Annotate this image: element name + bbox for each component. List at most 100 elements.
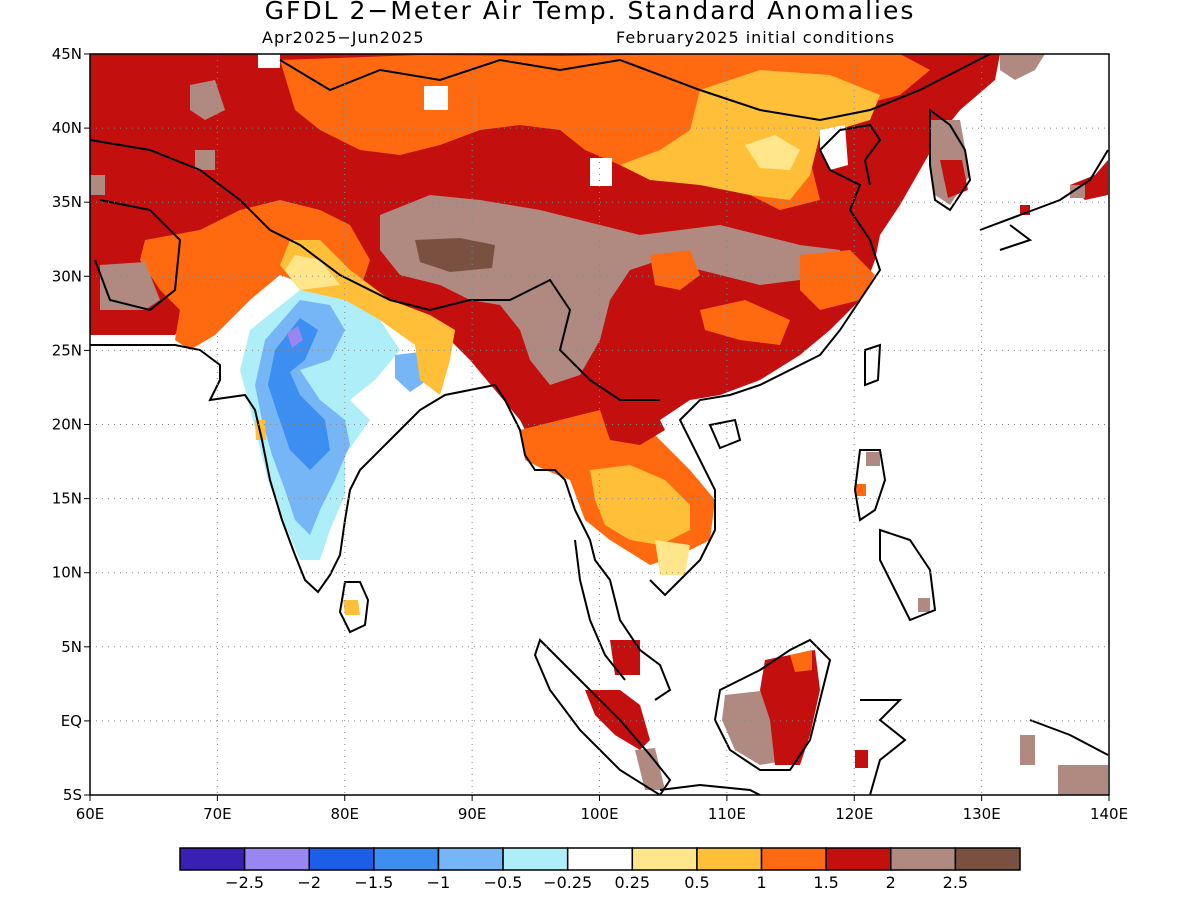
colorbar-swatch: [502, 847, 569, 871]
indochina-light-warm: [590, 465, 690, 545]
japan-outline: [979, 149, 1109, 251]
colorbar-label: 0.25: [614, 873, 651, 892]
coastlines: [90, 54, 1109, 795]
colorbar-swatch: [760, 847, 827, 871]
cambodia-cool-fringe: [655, 540, 690, 575]
colorbar-swatch: [179, 847, 246, 871]
mindanao-warm: [918, 598, 930, 612]
colorbar-label: −0.5: [483, 873, 523, 892]
warm-patch-sichuan: [650, 250, 700, 290]
x-tick-label: 80E: [330, 805, 359, 823]
hainan-outline: [708, 418, 742, 450]
india-extreme-cool: [287, 326, 303, 348]
india-strong-cool: [268, 318, 330, 470]
anomaly-map: 60E 70E 80E 90E 100E 110E 120E 130E 140E 45N 40N 3…: [52, 45, 1128, 823]
colorbar-swatch: [373, 847, 440, 871]
warm-patch-mongolia: [620, 70, 880, 200]
new-guinea-strong-warm: [1058, 765, 1108, 795]
central-asia-strong-warm: [100, 262, 160, 310]
colorbar: [179, 847, 1021, 871]
issyk-kul-gap: [424, 86, 448, 110]
warm-band-pakistan: [140, 200, 370, 350]
philippines-warm: [856, 484, 866, 496]
colorbar-label: −1.5: [354, 873, 394, 892]
strong-warm-tibet: [380, 195, 845, 385]
borneo-orange: [790, 650, 812, 672]
sumatra-outline: [533, 638, 672, 795]
himalaya-border: [239, 199, 660, 401]
lake-balkhash-gap: [258, 54, 280, 68]
y-tick-label: 10N: [52, 564, 82, 582]
y-tick-label: EQ: [61, 712, 82, 730]
colorbar-label: 0.5: [684, 873, 710, 892]
colorbar-swatch: [308, 847, 375, 871]
x-axis-ticks: 60E 70E 80E 90E 100E 110E 120E 130E 140E: [76, 795, 1128, 823]
y-tick-label: 20N: [52, 416, 82, 434]
colorbar-label: 2: [885, 873, 896, 892]
colorbar-swatch: [890, 847, 957, 871]
x-tick-label: 90E: [458, 805, 487, 823]
sumatra-strong-warm: [635, 748, 665, 790]
map-title: GFDL 2−Meter Air Temp. Standard Anomalie…: [264, 0, 916, 25]
colorbar-label: 2.5: [942, 873, 969, 892]
moluccas-strong-warm: [1020, 735, 1035, 765]
colorbar-swatch: [696, 847, 763, 871]
map-subtitle-period: Apr2025−Jun2025: [262, 28, 425, 47]
y-tick-label: 30N: [52, 267, 82, 285]
india-coastline: [90, 344, 496, 594]
visayas-mindanao-outline: [879, 528, 937, 622]
qinghai-lake-gap: [590, 158, 612, 186]
x-tick-label: 100E: [580, 805, 618, 823]
kazakhstan-strong-warm: [195, 150, 215, 170]
java-outline: [659, 783, 761, 795]
taiwan-outline: [864, 343, 882, 387]
y-tick-label: 45N: [52, 45, 82, 63]
colorbar-swatch: [243, 847, 310, 871]
sulawesi-warm: [855, 750, 868, 768]
philippines-strong-warm: [866, 452, 880, 466]
korea-warm: [940, 160, 968, 198]
afghanistan-strong-warm: [190, 80, 225, 120]
malay-peninsula-west-coast: [574, 539, 626, 681]
borneo-warm: [760, 650, 820, 765]
malaysia-warm: [610, 640, 640, 675]
bohai-gap: [820, 125, 848, 170]
warm-patch-mongolia-inner: [745, 135, 800, 170]
x-tick-label: 70E: [203, 805, 232, 823]
central-asia-borders: [90, 54, 991, 201]
caspian-strong-warm: [90, 175, 105, 195]
warm-patch-southeast-china: [700, 300, 790, 345]
sri-lanka-outline: [338, 581, 370, 634]
y-tick-label: 40N: [52, 119, 82, 137]
himalaya-fringe-inner: [285, 255, 340, 290]
indochina-hot-spots: [600, 400, 665, 445]
colorbar-swatch: [631, 847, 698, 871]
colorbar-label: −1: [426, 873, 451, 892]
colorbar-label: −0.25: [543, 873, 593, 892]
colorbar-label: 1.5: [813, 873, 839, 892]
colorbar-swatch: [437, 847, 504, 871]
y-tick-label: 5S: [63, 786, 82, 804]
x-tick-label: 110E: [708, 805, 746, 823]
x-tick-label: 140E: [1090, 805, 1128, 823]
afghanistan-border: [94, 199, 182, 312]
anomaly-field: [90, 54, 1109, 795]
indochina-coastline: [494, 123, 882, 701]
borneo-outline: [713, 638, 832, 771]
extreme-warm-tibet: [415, 238, 495, 272]
x-tick-label: 130E: [963, 805, 1001, 823]
y-tick-label: 15N: [52, 490, 82, 508]
y-tick-label: 5N: [61, 638, 82, 656]
colorbar-label: −2.5: [225, 873, 265, 892]
korea-outline: [929, 108, 972, 212]
y-tick-label: 25N: [52, 341, 82, 359]
map-subtitle-initial-conditions: February2025 initial conditions: [616, 28, 896, 47]
sulawesi-outline: [860, 699, 907, 795]
y-tick-label: 35N: [52, 193, 82, 211]
colorbar-swatch: [825, 847, 892, 871]
japan-strong-warm: [1070, 185, 1085, 198]
sakhalin-strong-warm: [1000, 54, 1045, 80]
luzon-outline: [853, 449, 887, 522]
x-tick-label: 120E: [835, 805, 873, 823]
warm-patch-east-china: [800, 250, 875, 310]
